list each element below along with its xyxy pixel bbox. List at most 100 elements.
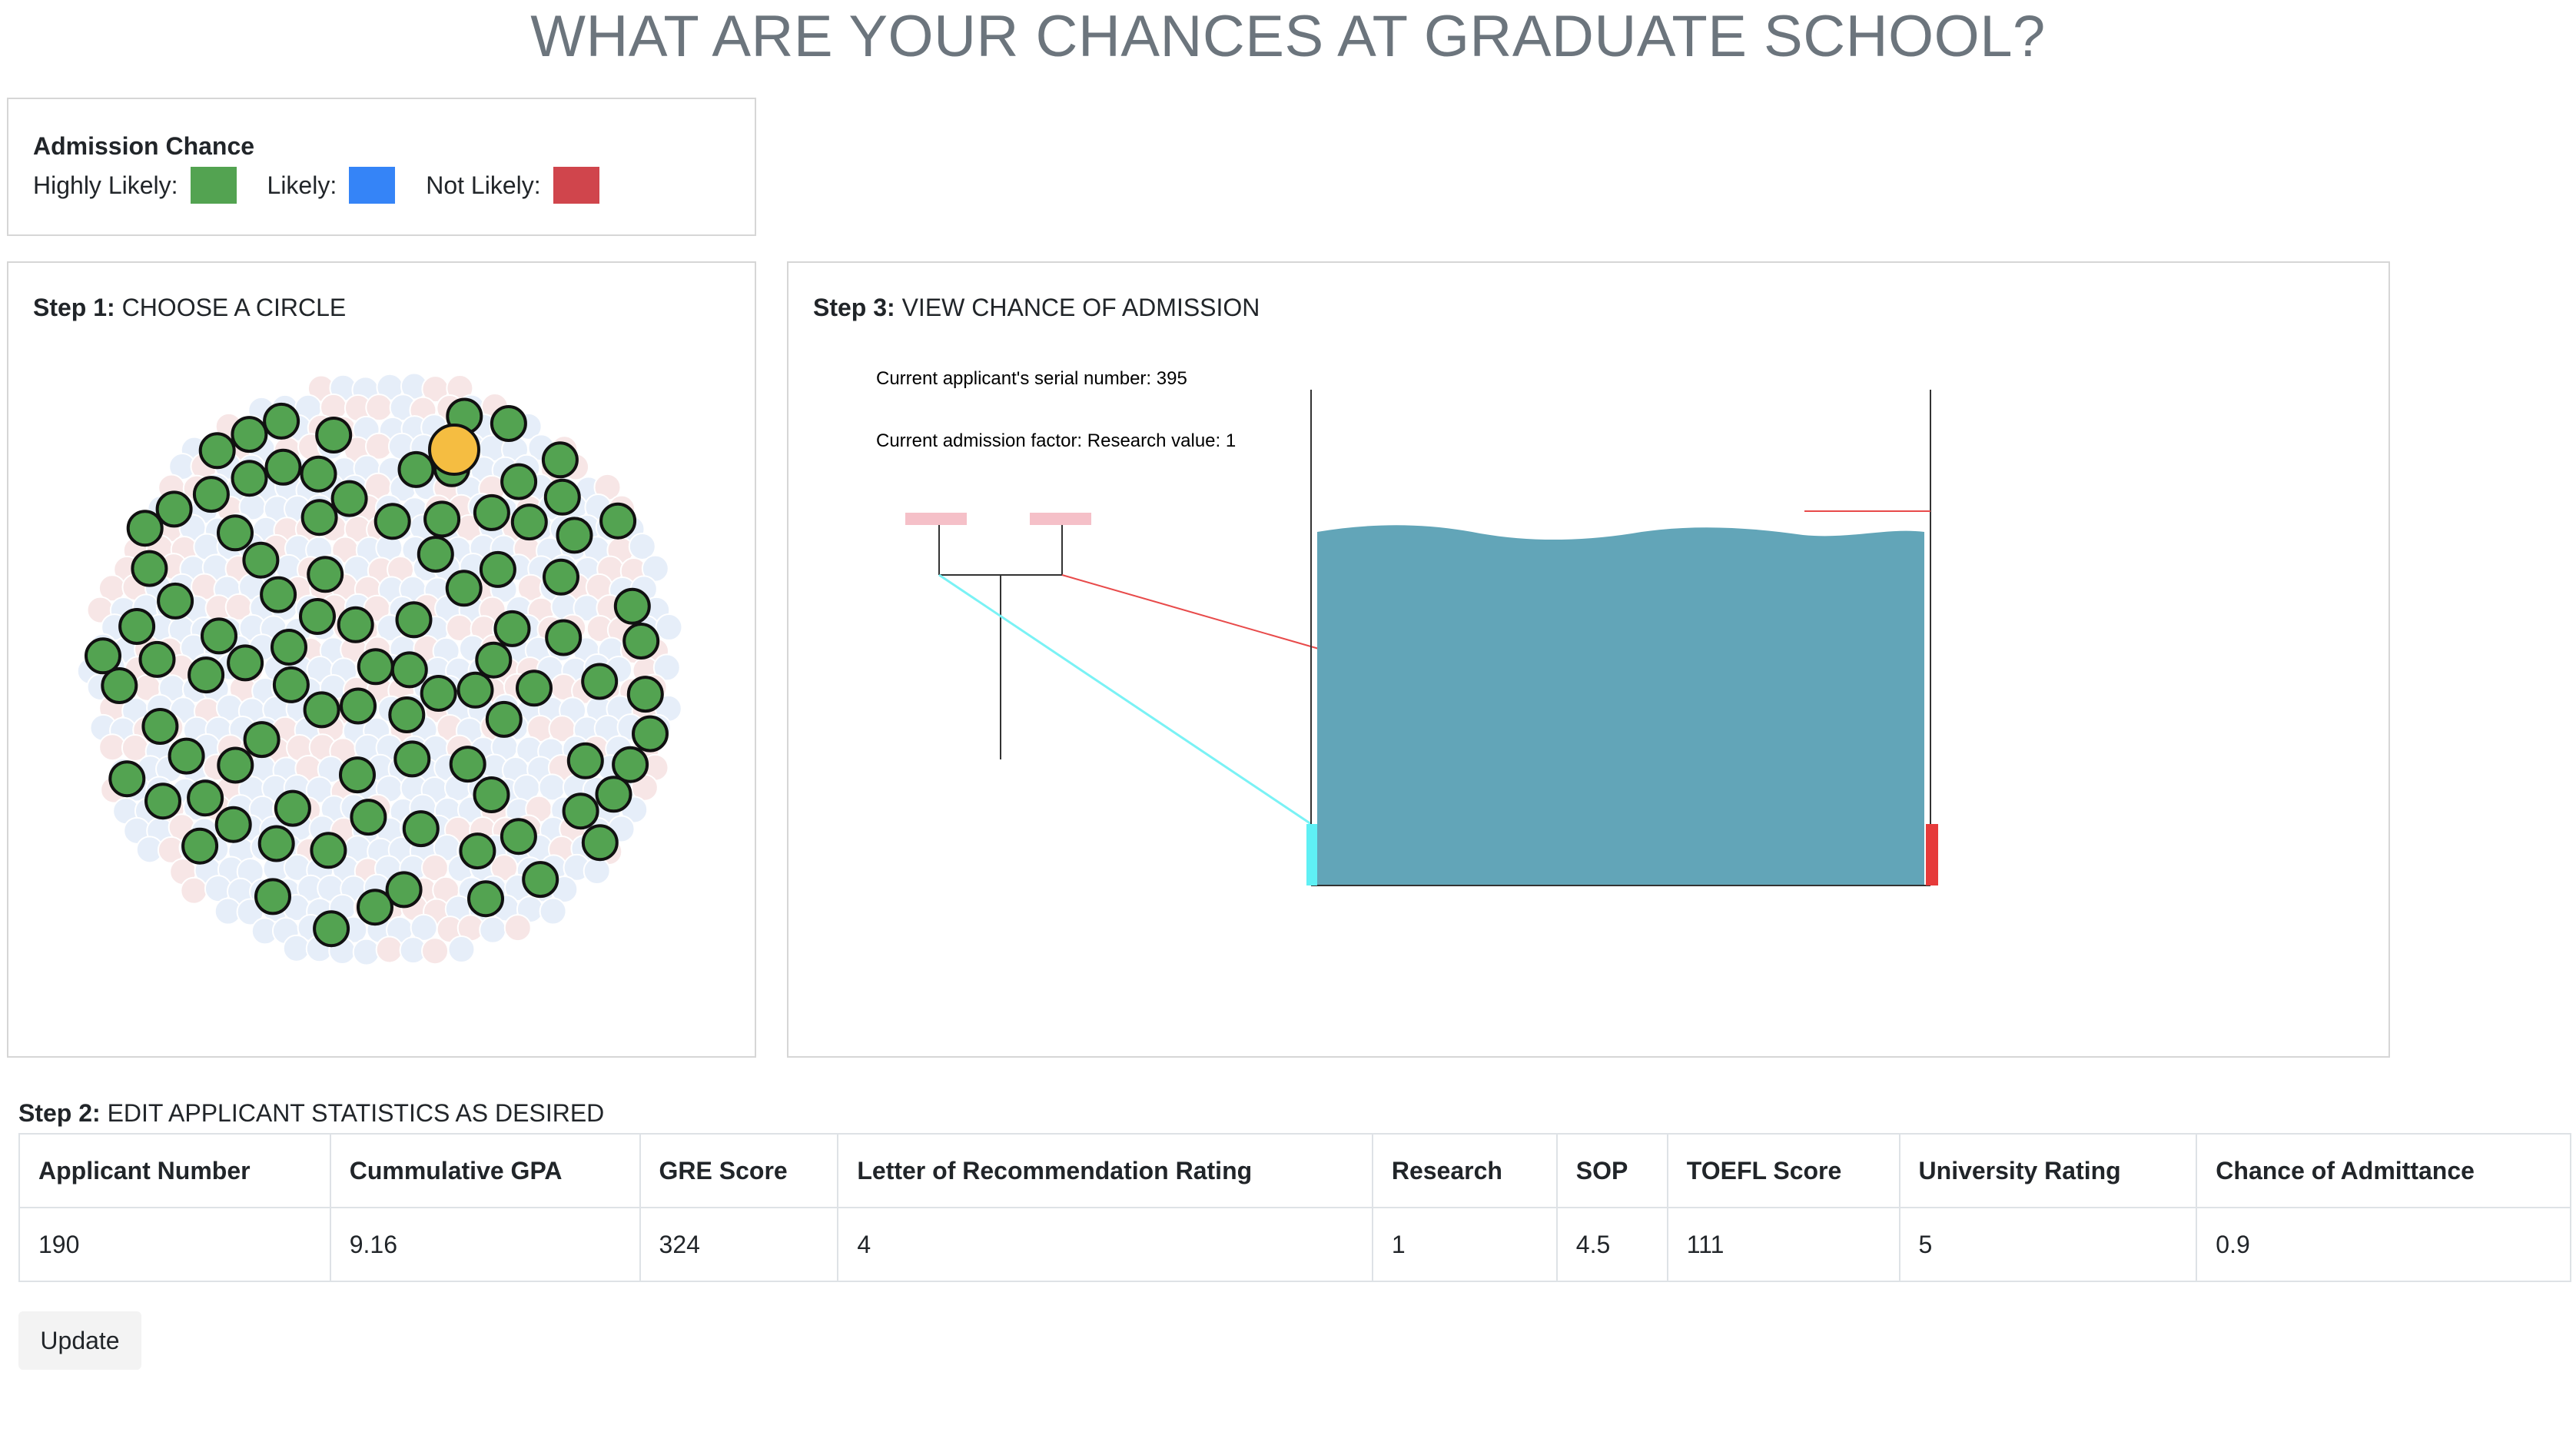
cell-chance[interactable]: 0.9 <box>2196 1207 2571 1282</box>
selected-applicant-bubble[interactable] <box>428 424 480 476</box>
applicant-bubble[interactable] <box>545 619 583 656</box>
applicant-bubble[interactable] <box>357 648 394 686</box>
applicant-bubble[interactable] <box>516 670 553 707</box>
applicant-bubble[interactable] <box>264 448 302 486</box>
applicant-bubble[interactable] <box>217 514 254 552</box>
applicant-bubble[interactable] <box>217 746 254 784</box>
applicant-bubble[interactable] <box>272 666 310 703</box>
applicant-bubble[interactable] <box>581 663 619 700</box>
applicant-bubble[interactable] <box>522 861 559 899</box>
applicant-bubble[interactable] <box>201 617 237 655</box>
background-bubble[interactable] <box>539 897 567 925</box>
applicant-bubble[interactable] <box>101 667 138 704</box>
background-bubble[interactable] <box>479 915 507 944</box>
background-bubble[interactable] <box>628 532 656 560</box>
applicant-bubble[interactable] <box>395 601 433 639</box>
background-bubble[interactable] <box>375 935 403 964</box>
applicant-bubble[interactable] <box>168 737 205 775</box>
applicant-bubble[interactable] <box>510 503 548 541</box>
applicant-bubble[interactable] <box>274 789 311 827</box>
applicant-bubble[interactable] <box>108 760 146 798</box>
applicant-bubble[interactable] <box>330 480 368 517</box>
applicant-bubble[interactable] <box>473 493 510 531</box>
applicant-bubble[interactable] <box>543 558 579 596</box>
applicant-bubble[interactable] <box>242 541 280 579</box>
applicant-bubble[interactable] <box>467 880 504 918</box>
background-bubble[interactable] <box>282 934 310 962</box>
applicant-bubble[interactable] <box>385 871 423 909</box>
applicant-bubble[interactable] <box>157 582 194 620</box>
cell-gre[interactable]: 324 <box>639 1207 839 1282</box>
applicant-bubble[interactable] <box>231 416 268 454</box>
background-bubble[interactable] <box>583 857 611 885</box>
applicant-bubble[interactable] <box>562 792 599 830</box>
applicant-bubble[interactable] <box>456 671 494 709</box>
background-bubble[interactable] <box>421 937 450 965</box>
applicant-bubble[interactable] <box>423 500 461 538</box>
applicant-bubble[interactable] <box>556 517 593 554</box>
update-button[interactable]: Update <box>18 1311 141 1370</box>
applicant-bubble[interactable] <box>402 810 440 848</box>
cell-applicant-number[interactable]: 190 <box>18 1207 331 1282</box>
applicant-bubble[interactable] <box>187 779 224 817</box>
background-bubble[interactable] <box>352 938 380 966</box>
applicant-bubble[interactable] <box>263 402 300 440</box>
applicant-bubble[interactable] <box>473 776 510 813</box>
background-bubble[interactable] <box>180 876 208 905</box>
applicant-bubble[interactable] <box>390 651 428 689</box>
applicant-bubble[interactable] <box>632 715 669 753</box>
applicant-bubble[interactable] <box>243 721 281 759</box>
applicant-bubble[interactable] <box>417 536 454 573</box>
applicant-bubble[interactable] <box>388 696 426 733</box>
applicant-bubble[interactable] <box>599 502 637 540</box>
applicant-bubble[interactable] <box>459 832 496 870</box>
applicant-bubble[interactable] <box>307 556 344 593</box>
applicant-bubble[interactable] <box>257 825 295 862</box>
applicant-bubble[interactable] <box>198 432 236 470</box>
applicant-bubble[interactable] <box>340 687 377 725</box>
cell-research[interactable]: 1 <box>1371 1207 1558 1282</box>
background-bubble[interactable] <box>503 914 532 942</box>
background-bubble[interactable] <box>652 653 681 682</box>
applicant-bubble[interactable] <box>612 746 649 783</box>
background-bubble[interactable] <box>655 613 683 642</box>
applicant-bubble[interactable] <box>475 641 513 679</box>
applicant-bubble[interactable] <box>490 405 527 442</box>
cell-gpa[interactable]: 9.16 <box>329 1207 641 1282</box>
applicant-bubble[interactable] <box>299 598 336 635</box>
applicant-bubble[interactable] <box>566 742 604 779</box>
applicant-bubble[interactable] <box>449 746 486 783</box>
applicant-bubble[interactable] <box>485 700 523 738</box>
applicant-bubble[interactable] <box>350 799 387 836</box>
applicant-bubble[interactable] <box>339 756 376 794</box>
applicant-bubble[interactable] <box>313 910 350 948</box>
applicant-bubble[interactable] <box>214 806 252 843</box>
applicant-bubble[interactable] <box>192 476 230 513</box>
applicant-bubble[interactable] <box>271 629 307 666</box>
applicant-bubble[interactable] <box>500 463 538 500</box>
applicant-bubble[interactable] <box>254 878 291 915</box>
applicant-bubble[interactable] <box>144 782 181 820</box>
applicant-bubble[interactable] <box>581 824 619 862</box>
applicant-bubble[interactable] <box>373 503 411 540</box>
applicant-bubble[interactable] <box>126 510 164 547</box>
applicant-bubble[interactable] <box>300 455 337 493</box>
cell-lor[interactable]: 4 <box>837 1207 1373 1282</box>
applicant-bubble-chart[interactable] <box>8 263 755 1056</box>
applicant-bubble[interactable] <box>595 776 632 813</box>
applicant-bubble[interactable] <box>300 499 338 537</box>
applicant-bubble[interactable] <box>543 478 581 516</box>
applicant-bubble[interactable] <box>445 570 483 607</box>
applicant-bubble[interactable] <box>357 889 393 926</box>
applicant-bubble[interactable] <box>227 644 264 682</box>
applicant-bubble[interactable] <box>420 675 457 712</box>
applicant-bubble[interactable] <box>303 691 340 729</box>
highlighted-bubbles[interactable] <box>85 397 669 948</box>
applicant-bubble[interactable] <box>337 606 374 643</box>
applicant-bubble[interactable] <box>626 676 664 713</box>
cell-sop[interactable]: 4.5 <box>1555 1207 1668 1282</box>
applicant-bubble[interactable] <box>231 460 268 497</box>
applicant-bubble[interactable] <box>85 637 121 675</box>
applicant-bubble[interactable] <box>310 832 347 869</box>
applicant-bubble[interactable] <box>397 450 435 488</box>
